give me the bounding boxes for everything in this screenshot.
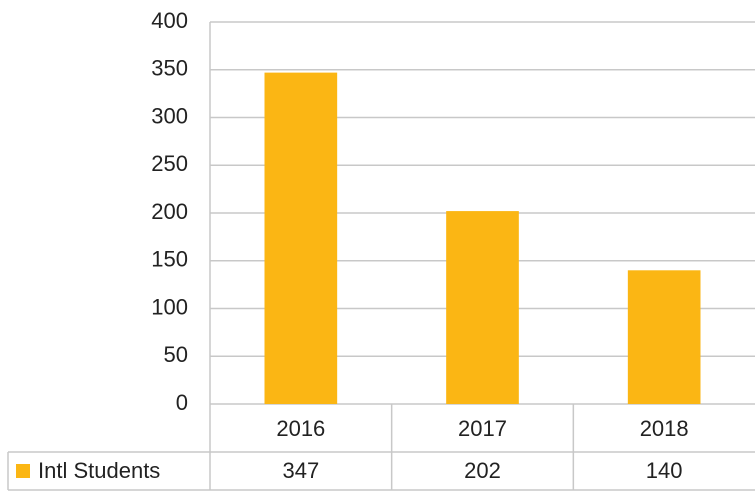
y-tick-label: 300 xyxy=(151,103,188,128)
table-value: 140 xyxy=(646,458,683,483)
x-tick-label: 2018 xyxy=(640,416,689,441)
table-value: 202 xyxy=(464,458,501,483)
y-tick-label: 200 xyxy=(151,199,188,224)
y-tick-label: 50 xyxy=(164,342,188,367)
bar xyxy=(627,270,701,404)
bar xyxy=(264,72,338,405)
x-tick-label: 2016 xyxy=(276,416,325,441)
table-value: 347 xyxy=(282,458,319,483)
y-tick-label: 0 xyxy=(176,390,188,415)
bar xyxy=(446,211,519,404)
legend-key xyxy=(16,464,30,478)
y-tick-label: 150 xyxy=(151,247,188,272)
y-tick-label: 100 xyxy=(151,294,188,319)
x-tick-label: 2017 xyxy=(458,416,507,441)
y-tick-label: 350 xyxy=(151,56,188,81)
y-tick-label: 250 xyxy=(151,151,188,176)
y-tick-label: 400 xyxy=(151,8,188,33)
legend-label: Intl Students xyxy=(38,458,160,483)
